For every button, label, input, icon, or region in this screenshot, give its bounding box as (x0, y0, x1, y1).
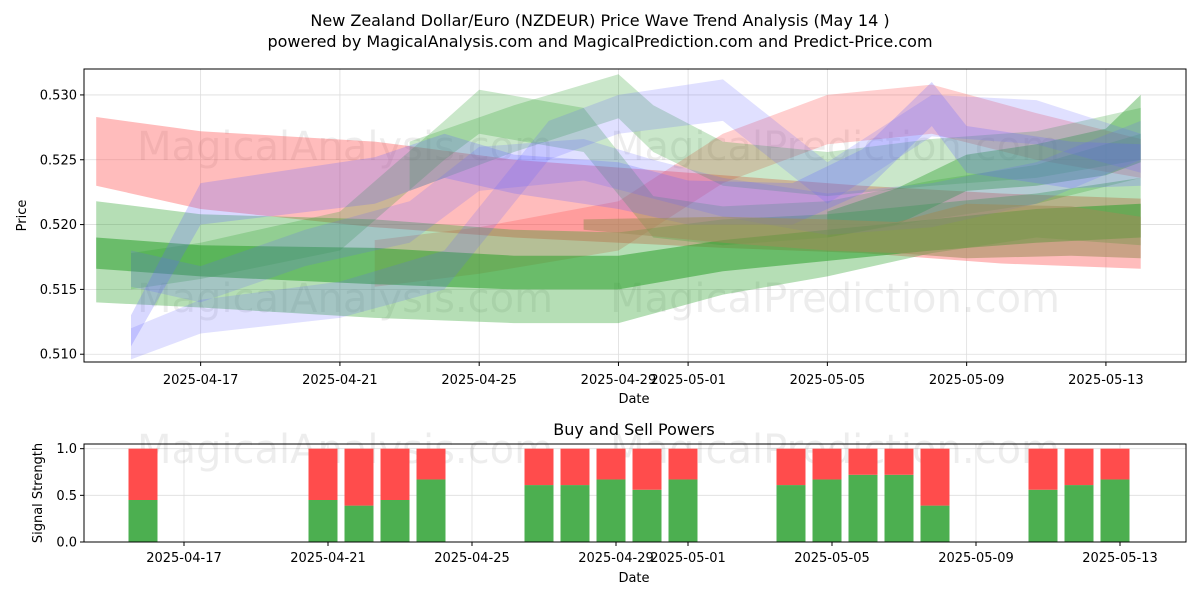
x-axis-label: Date (618, 392, 649, 407)
x-tick-label: 2025-04-25 (434, 551, 510, 566)
x-tick-label: 2025-04-17 (163, 373, 239, 388)
x-axis-label: Date (618, 571, 649, 586)
buy-bar (1064, 485, 1094, 542)
sell-bar (1028, 448, 1058, 490)
wave-band-red (374, 84, 1141, 287)
sell-bar (668, 448, 698, 480)
sell-bar (524, 448, 554, 486)
y-axis-label: Signal Strength (31, 443, 46, 543)
buy-bar (884, 474, 914, 542)
wave-band-blue (131, 82, 1141, 347)
sell-bar (1064, 448, 1094, 486)
buy-bar (596, 479, 626, 542)
y-tick-label: 0.5 (56, 489, 77, 504)
plot-frame (83, 443, 1187, 543)
sell-bar (632, 448, 662, 490)
buy-bar (848, 474, 878, 542)
buy-bar (1100, 479, 1130, 542)
x-tick-label: 2025-05-05 (790, 373, 866, 388)
plot-frame (83, 68, 1187, 363)
x-tick-label: 2025-04-25 (441, 373, 517, 388)
buy-bar (524, 485, 554, 542)
watermark-text: MagicalPrediction.com (610, 124, 1060, 170)
signal-chart-title: Buy and Sell Powers (553, 420, 715, 439)
x-tick-label: 2025-04-29 (578, 551, 654, 566)
y-tick-label: 0.530 (40, 88, 77, 103)
sell-bar (560, 448, 590, 486)
x-tick-label: 2025-05-01 (650, 373, 726, 388)
sell-bar (416, 448, 446, 480)
y-tick-label: 0.525 (40, 153, 77, 168)
x-tick-label: 2025-05-13 (1082, 551, 1158, 566)
buy-bar (560, 485, 590, 542)
sell-bar (128, 448, 158, 500)
signal-plot: MagicalAnalysis.comMagicalPrediction.com… (31, 420, 1187, 586)
watermark-text: MagicalAnalysis.com (137, 124, 553, 170)
watermark-text: MagicalPrediction.com (610, 276, 1060, 322)
buy-bar (1028, 489, 1058, 542)
band-group (96, 74, 1141, 360)
chart-title: New Zealand Dollar/Euro (NZDEUR) Price W… (310, 11, 889, 30)
x-tick-label: 2025-05-13 (1068, 373, 1144, 388)
buy-bar (920, 505, 950, 542)
buy-bar (380, 500, 410, 542)
y-axis-label: Price (15, 200, 30, 232)
sell-bar (380, 448, 410, 500)
sell-bar (308, 448, 338, 500)
sell-bar (1100, 448, 1130, 480)
sell-bar (776, 448, 806, 486)
sell-bar (596, 448, 626, 480)
buy-bar (776, 485, 806, 542)
sell-bar (344, 448, 374, 506)
buy-bar (632, 489, 662, 542)
y-tick-label: 0.0 (56, 536, 77, 551)
x-tick-label: 2025-04-29 (581, 373, 657, 388)
wave-band-green (131, 89, 1141, 290)
y-tick-label: 0.510 (40, 348, 77, 363)
wave-band-green (827, 94, 1141, 238)
x-tick-label: 2025-05-09 (929, 373, 1005, 388)
x-tick-label: 2025-05-01 (650, 551, 726, 566)
y-tick-label: 0.515 (40, 283, 77, 298)
wave-band-green (96, 177, 1141, 324)
sell-bar (812, 448, 842, 480)
wave-band-blue (131, 79, 1141, 360)
buy-bar (668, 479, 698, 542)
wave-band-green (409, 74, 1141, 197)
buy-bar (344, 505, 374, 542)
chart-subtitle: powered by MagicalAnalysis.com and Magic… (267, 32, 932, 51)
wave-band-olive (583, 203, 1141, 259)
buy-bar (812, 479, 842, 542)
buy-bar (128, 500, 158, 542)
y-tick-label: 1.0 (56, 442, 77, 457)
x-tick-label: 2025-05-05 (794, 551, 870, 566)
sell-bar (920, 448, 950, 506)
y-tick-label: 0.520 (40, 218, 77, 233)
x-tick-label: 2025-04-17 (146, 551, 222, 566)
x-tick-label: 2025-04-21 (290, 551, 366, 566)
buy-bar (308, 500, 338, 542)
buy-bar (416, 479, 446, 542)
x-tick-label: 2025-05-09 (938, 551, 1014, 566)
sell-bar (848, 448, 878, 475)
price-plot: MagicalAnalysis.com MagicalPrediction.com… (15, 68, 1187, 407)
x-tick-label: 2025-04-21 (302, 373, 378, 388)
sell-bar (884, 448, 914, 475)
